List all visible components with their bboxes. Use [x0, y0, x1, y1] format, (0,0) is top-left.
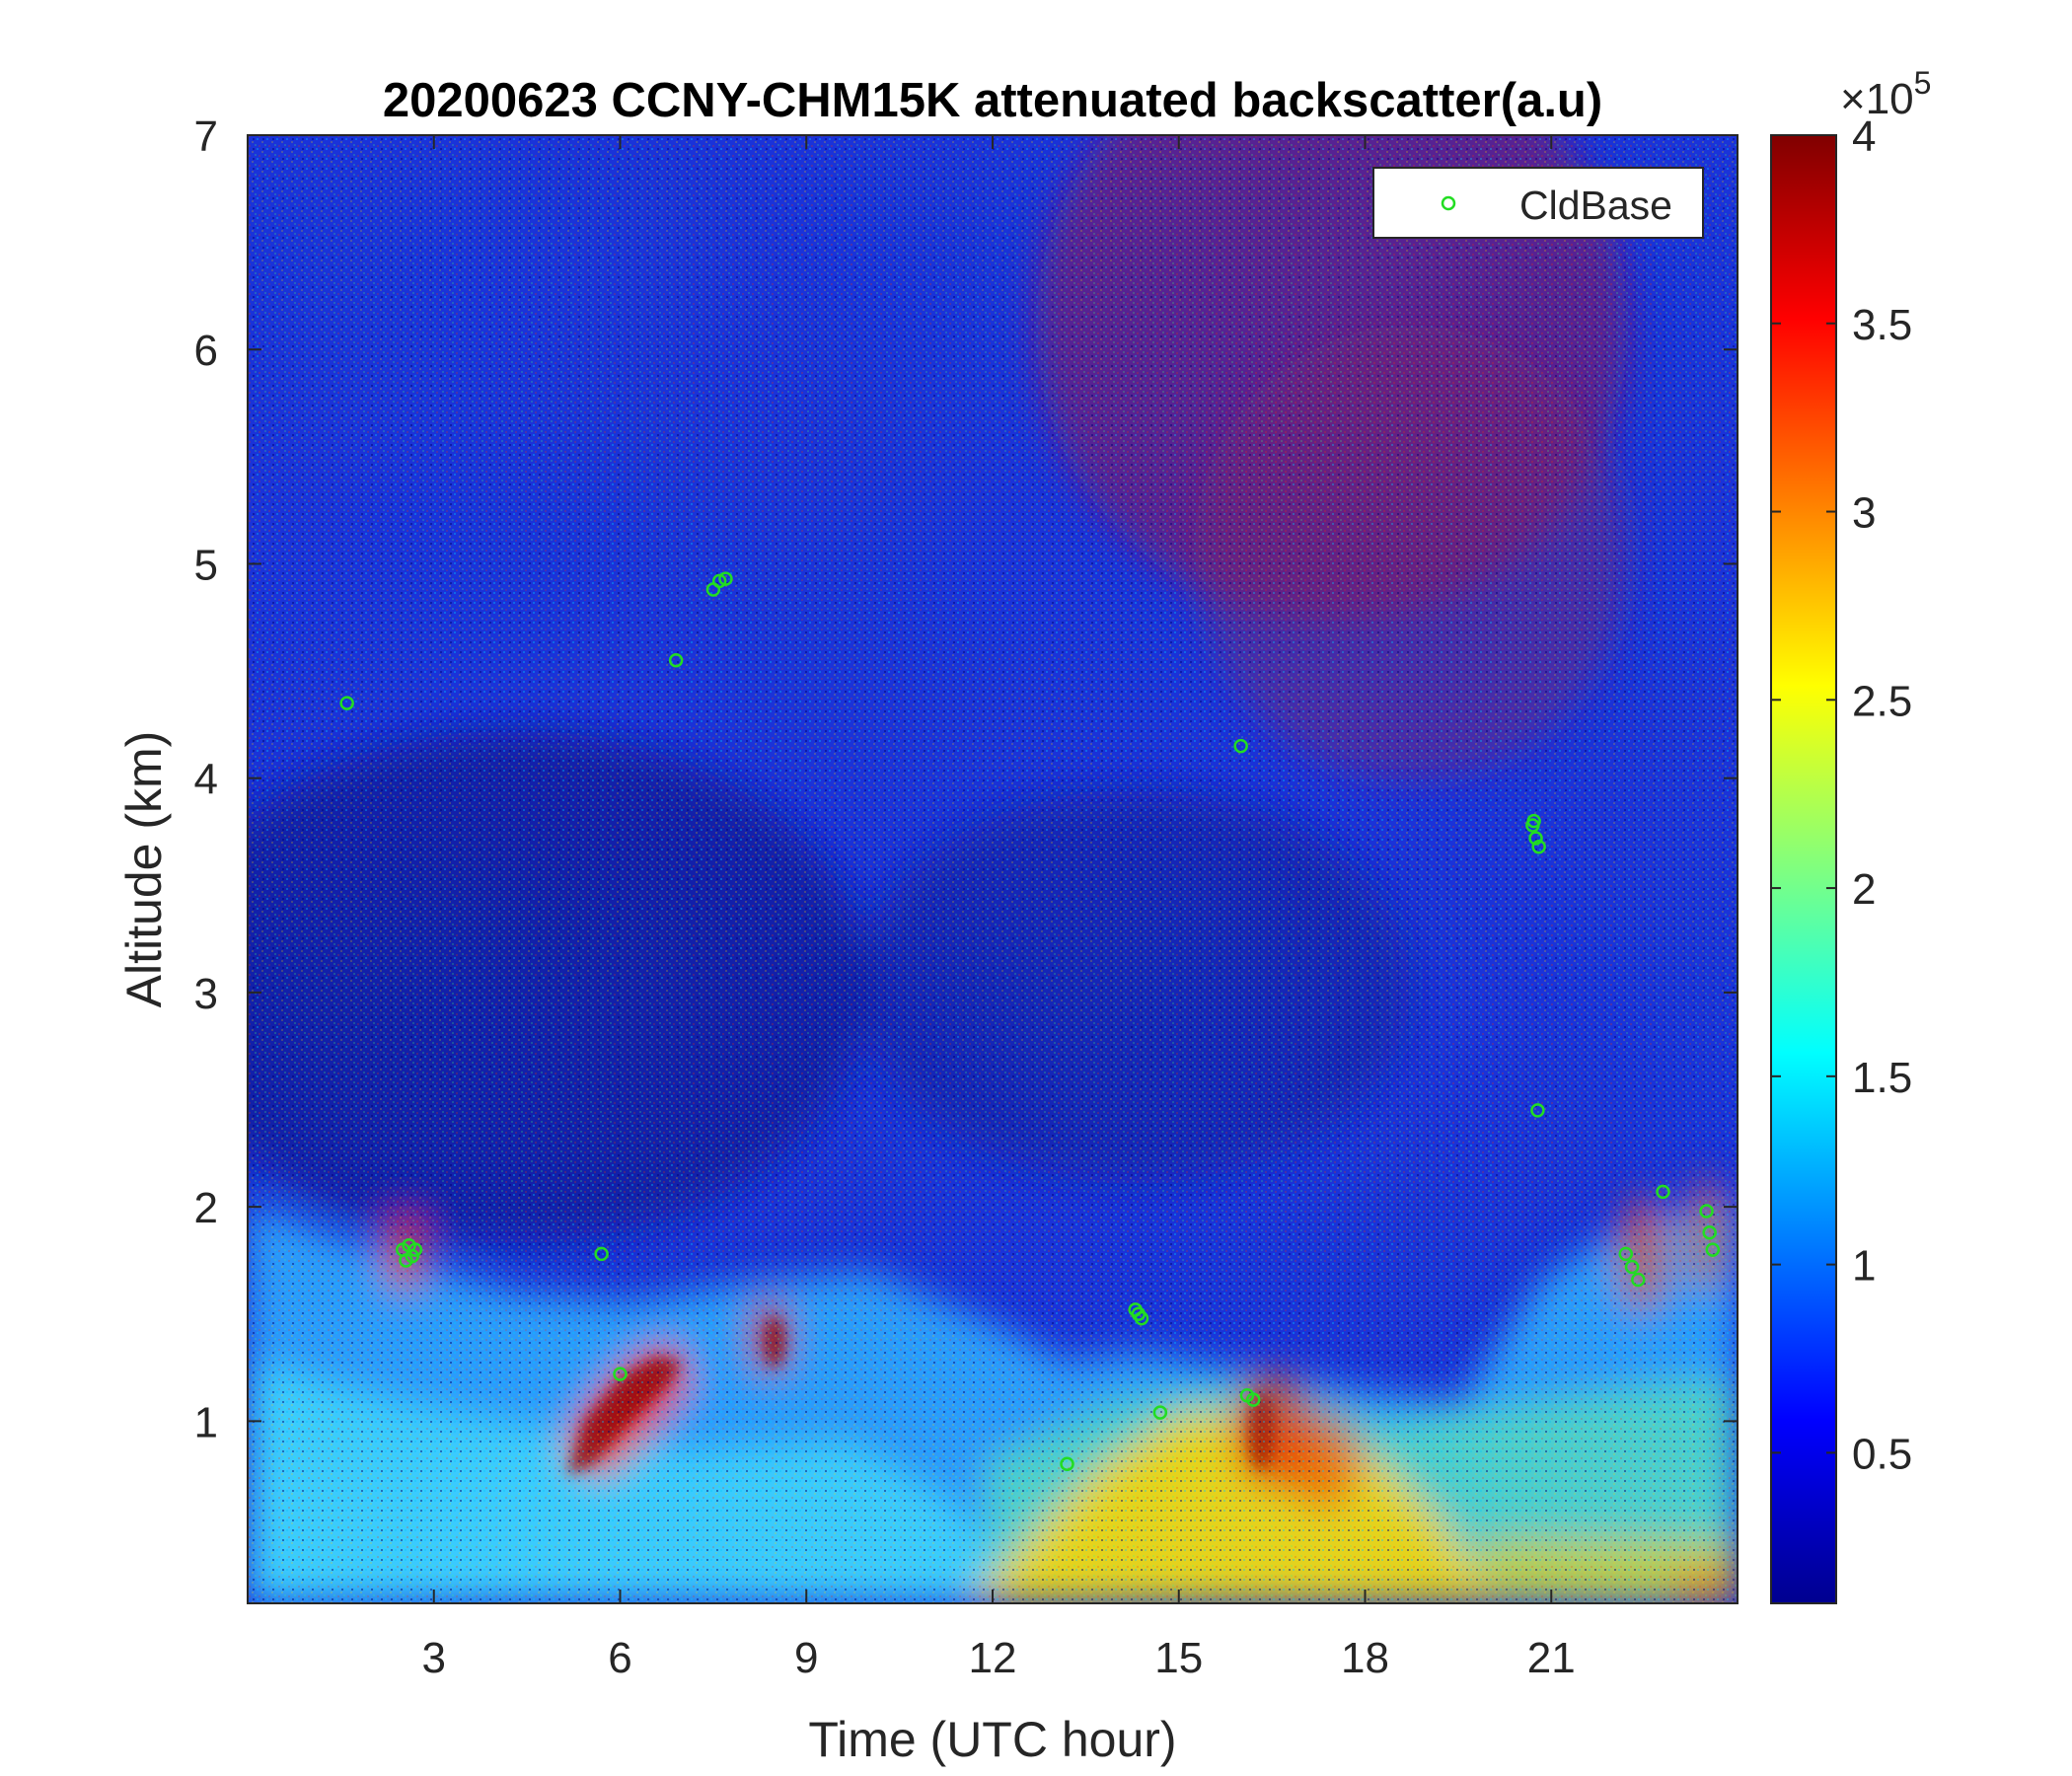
x-axis: 3 6 9 12 15 18 21	[422, 135, 1576, 1682]
colorbar-tick-label: 4	[1852, 112, 1876, 161]
cldbase-point	[1060, 1456, 1074, 1472]
x-tick-label: 18	[1341, 1634, 1389, 1682]
legend-label-cldbase: CldBase	[1519, 183, 1672, 228]
colorbar-ticks: 0.5 1 1.5 2 2.5 3 3.5 4	[1771, 112, 1912, 1478]
cldbase-point	[1631, 1272, 1646, 1288]
cldbase-point	[1528, 831, 1543, 846]
cldbase-point	[1530, 1103, 1545, 1118]
y-tick-label: 6	[194, 327, 218, 375]
cldbase-point	[1233, 738, 1248, 754]
cldbase-point	[718, 571, 733, 586]
x-axis-label: Time (UTC hour)	[808, 1712, 1176, 1767]
x-tick-label: 21	[1527, 1634, 1576, 1682]
cldbase-point	[594, 1246, 609, 1262]
colorbar-multiplier: ×105	[1840, 65, 1931, 123]
legend-marker-cldbase	[1441, 195, 1456, 211]
colorbar-tick-label: 3	[1852, 489, 1876, 538]
cldbase-markers	[339, 571, 1721, 1472]
cldbase-point	[1526, 813, 1541, 829]
y-tick-label: 7	[194, 112, 218, 161]
y-tick-label: 4	[194, 756, 218, 804]
cldbase-point	[405, 1248, 419, 1264]
cldbase-point	[1702, 1224, 1717, 1240]
x-tick-label: 12	[969, 1634, 1017, 1682]
x-tick-label: 3	[422, 1634, 446, 1682]
cldbase-point	[1656, 1184, 1670, 1200]
colorbar-multiplier-exponent: 5	[1914, 65, 1932, 101]
y-tick-label: 1	[194, 1398, 218, 1446]
cldbase-point	[339, 696, 354, 710]
cldbase-point	[1699, 1204, 1714, 1219]
y-axis-label: Altitude (km)	[116, 731, 172, 1008]
colorbar-tick-label: 2.5	[1852, 677, 1912, 725]
heatmap-noise	[248, 135, 1738, 1603]
cldbase-point	[1531, 839, 1546, 854]
x-tick-label: 9	[794, 1634, 818, 1682]
cldbase-point	[1246, 1392, 1261, 1407]
y-tick-label: 5	[194, 541, 218, 589]
x-tick-label: 6	[608, 1634, 631, 1682]
x-tick-label: 15	[1154, 1634, 1203, 1682]
legend-box	[1372, 167, 1704, 239]
colorbar-multiplier-base: ×10	[1840, 75, 1914, 123]
legend: CldBase	[1372, 167, 1704, 239]
y-tick-label: 2	[194, 1184, 218, 1232]
cldbase-point	[1705, 1242, 1721, 1257]
y-axis: 1 2 3 4 5 6 7	[194, 112, 1738, 1446]
cldbase-point	[711, 573, 727, 589]
cldbase-point	[1618, 1246, 1633, 1262]
plot-area	[248, 135, 1738, 1603]
chart-title: 20200623 CCNY-CHM15K attenuated backscat…	[383, 74, 1602, 127]
y-tick-label: 3	[194, 970, 218, 1018]
colorbar-tick-label: 2	[1852, 865, 1876, 914]
cldbase-point	[1134, 1310, 1149, 1326]
cldbase-point	[613, 1367, 628, 1381]
colorbar: 0.5 1 1.5 2 2.5 3 3.5 4 ×105	[1770, 65, 1931, 1604]
colorbar-tick-label: 1	[1852, 1242, 1876, 1291]
colorbar-tick-label: 0.5	[1852, 1430, 1912, 1478]
cldbase-point	[1624, 1259, 1640, 1275]
colorbar-gradient	[1770, 134, 1837, 1604]
colorbar-tick-label: 3.5	[1852, 301, 1912, 349]
colorbar-tick-label: 1.5	[1852, 1054, 1912, 1102]
cldbase-point	[1152, 1405, 1168, 1420]
cldbase-point	[668, 652, 684, 668]
